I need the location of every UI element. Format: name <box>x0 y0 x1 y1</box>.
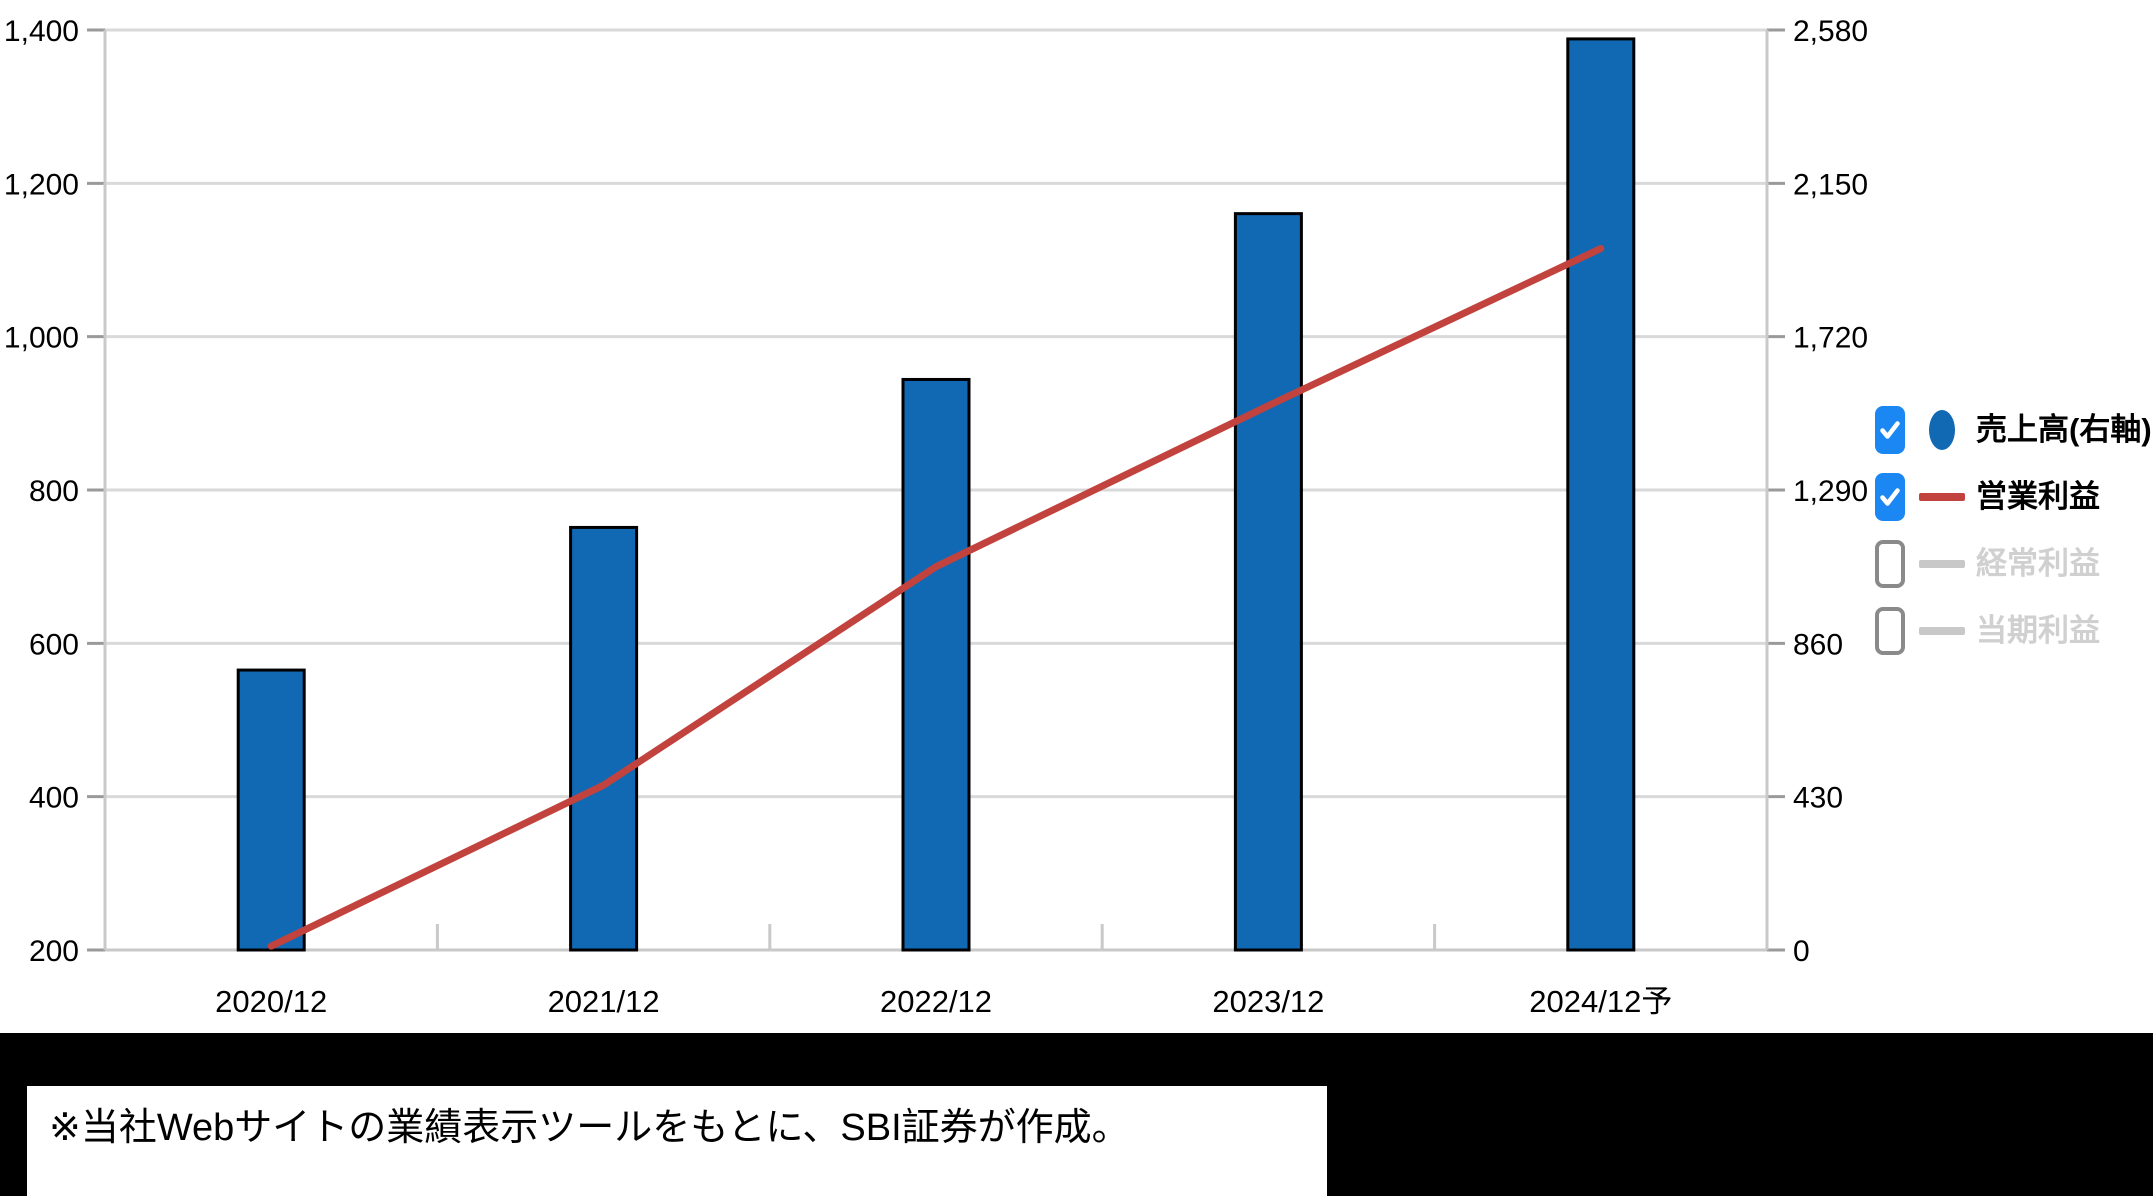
right-axis-tick-label: 2,150 <box>1793 168 1868 201</box>
left-axis-tick-label: 800 <box>29 475 79 508</box>
line-series-1 <box>267 245 1605 950</box>
revenue-marker-slot <box>1918 410 1966 450</box>
bar-2021/12 <box>569 525 639 952</box>
right-axis-tick-label: 860 <box>1793 628 1843 661</box>
left-axis-tick-label: 400 <box>29 782 79 815</box>
operating-profit-marker-slot <box>1918 493 1966 501</box>
legend-label-operating-profit: 営業利益 <box>1976 479 2100 514</box>
legend-label-net-profit: 当期利益 <box>1976 613 2100 648</box>
bar-2023/12 <box>1233 212 1303 952</box>
x-axis-label-2022/12: 2022/12 <box>880 984 992 1019</box>
footnote-text: ※当社Webサイトの業績表示ツールをもとに、SBI証券が作成。 <box>49 1107 1130 1149</box>
legend-item-operating-profit[interactable]: 営業利益 <box>1875 473 2152 521</box>
legend-item-ordinary-profit[interactable]: 経常利益 <box>1875 540 2152 588</box>
left-axis-tick-label: 600 <box>29 628 79 661</box>
right-axis-tick-label: 0 <box>1793 935 1810 968</box>
net-profit-marker-slot <box>1918 627 1966 635</box>
chart-legend: 売上高(右軸) 営業利益 経常利益 当期利益 <box>1875 406 2152 655</box>
operating-profit-checkbox[interactable] <box>1875 473 1905 521</box>
left-axis-tick-label: 1,000 <box>4 322 79 355</box>
footnote-box: ※当社Webサイトの業績表示ツールをもとに、SBI証券が作成。 <box>27 1086 1327 1196</box>
right-axis-tick-label: 1,290 <box>1793 475 1868 508</box>
legend-label-ordinary-profit: 経常利益 <box>1976 546 2100 581</box>
net-profit-checkbox[interactable] <box>1875 607 1905 655</box>
left-axis-tick-label: 200 <box>29 935 79 968</box>
line-marker-icon <box>1919 493 1965 501</box>
x-axis-label-2020/12: 2020/12 <box>215 984 327 1019</box>
bar-2024/12予 <box>1566 37 1636 952</box>
ordinary-profit-marker-slot <box>1918 560 1966 568</box>
bar-2022/12 <box>901 377 971 952</box>
x-axis-label-2021/12: 2021/12 <box>548 984 660 1019</box>
legend-item-net-profit[interactable]: 当期利益 <box>1875 607 2152 655</box>
left-axis-tick-label: 1,400 <box>4 15 79 48</box>
right-axis-tick-label: 430 <box>1793 782 1843 815</box>
bar-2020/12 <box>236 668 306 952</box>
chart-panel: 200 400 600 800 1,000 1,200 1,400 0 430 860 1,290 1… <box>0 0 2153 1033</box>
line-marker-icon <box>1919 560 1965 568</box>
check-icon <box>1880 421 1900 439</box>
ordinary-profit-checkbox[interactable] <box>1875 540 1905 588</box>
right-axis-tick-label: 2,580 <box>1793 15 1868 48</box>
x-axis-label-2024/12予: 2024/12予 <box>1529 984 1672 1019</box>
revenue-checkbox[interactable] <box>1875 406 1905 454</box>
legend-label-revenue: 売上高(右軸) <box>1976 412 2152 447</box>
left-axis-tick-label: 1,200 <box>4 168 79 201</box>
check-icon <box>1880 488 1900 506</box>
circle-marker-icon <box>1929 410 1955 450</box>
legend-item-revenue[interactable]: 売上高(右軸) <box>1875 406 2152 454</box>
line-marker-icon <box>1919 627 1965 635</box>
x-axis-label-2023/12: 2023/12 <box>1212 984 1324 1019</box>
right-axis-tick-label: 1,720 <box>1793 322 1868 355</box>
combo-chart: 200 400 600 800 1,000 1,200 1,400 0 430 860 1,290 1… <box>4 15 1868 1019</box>
